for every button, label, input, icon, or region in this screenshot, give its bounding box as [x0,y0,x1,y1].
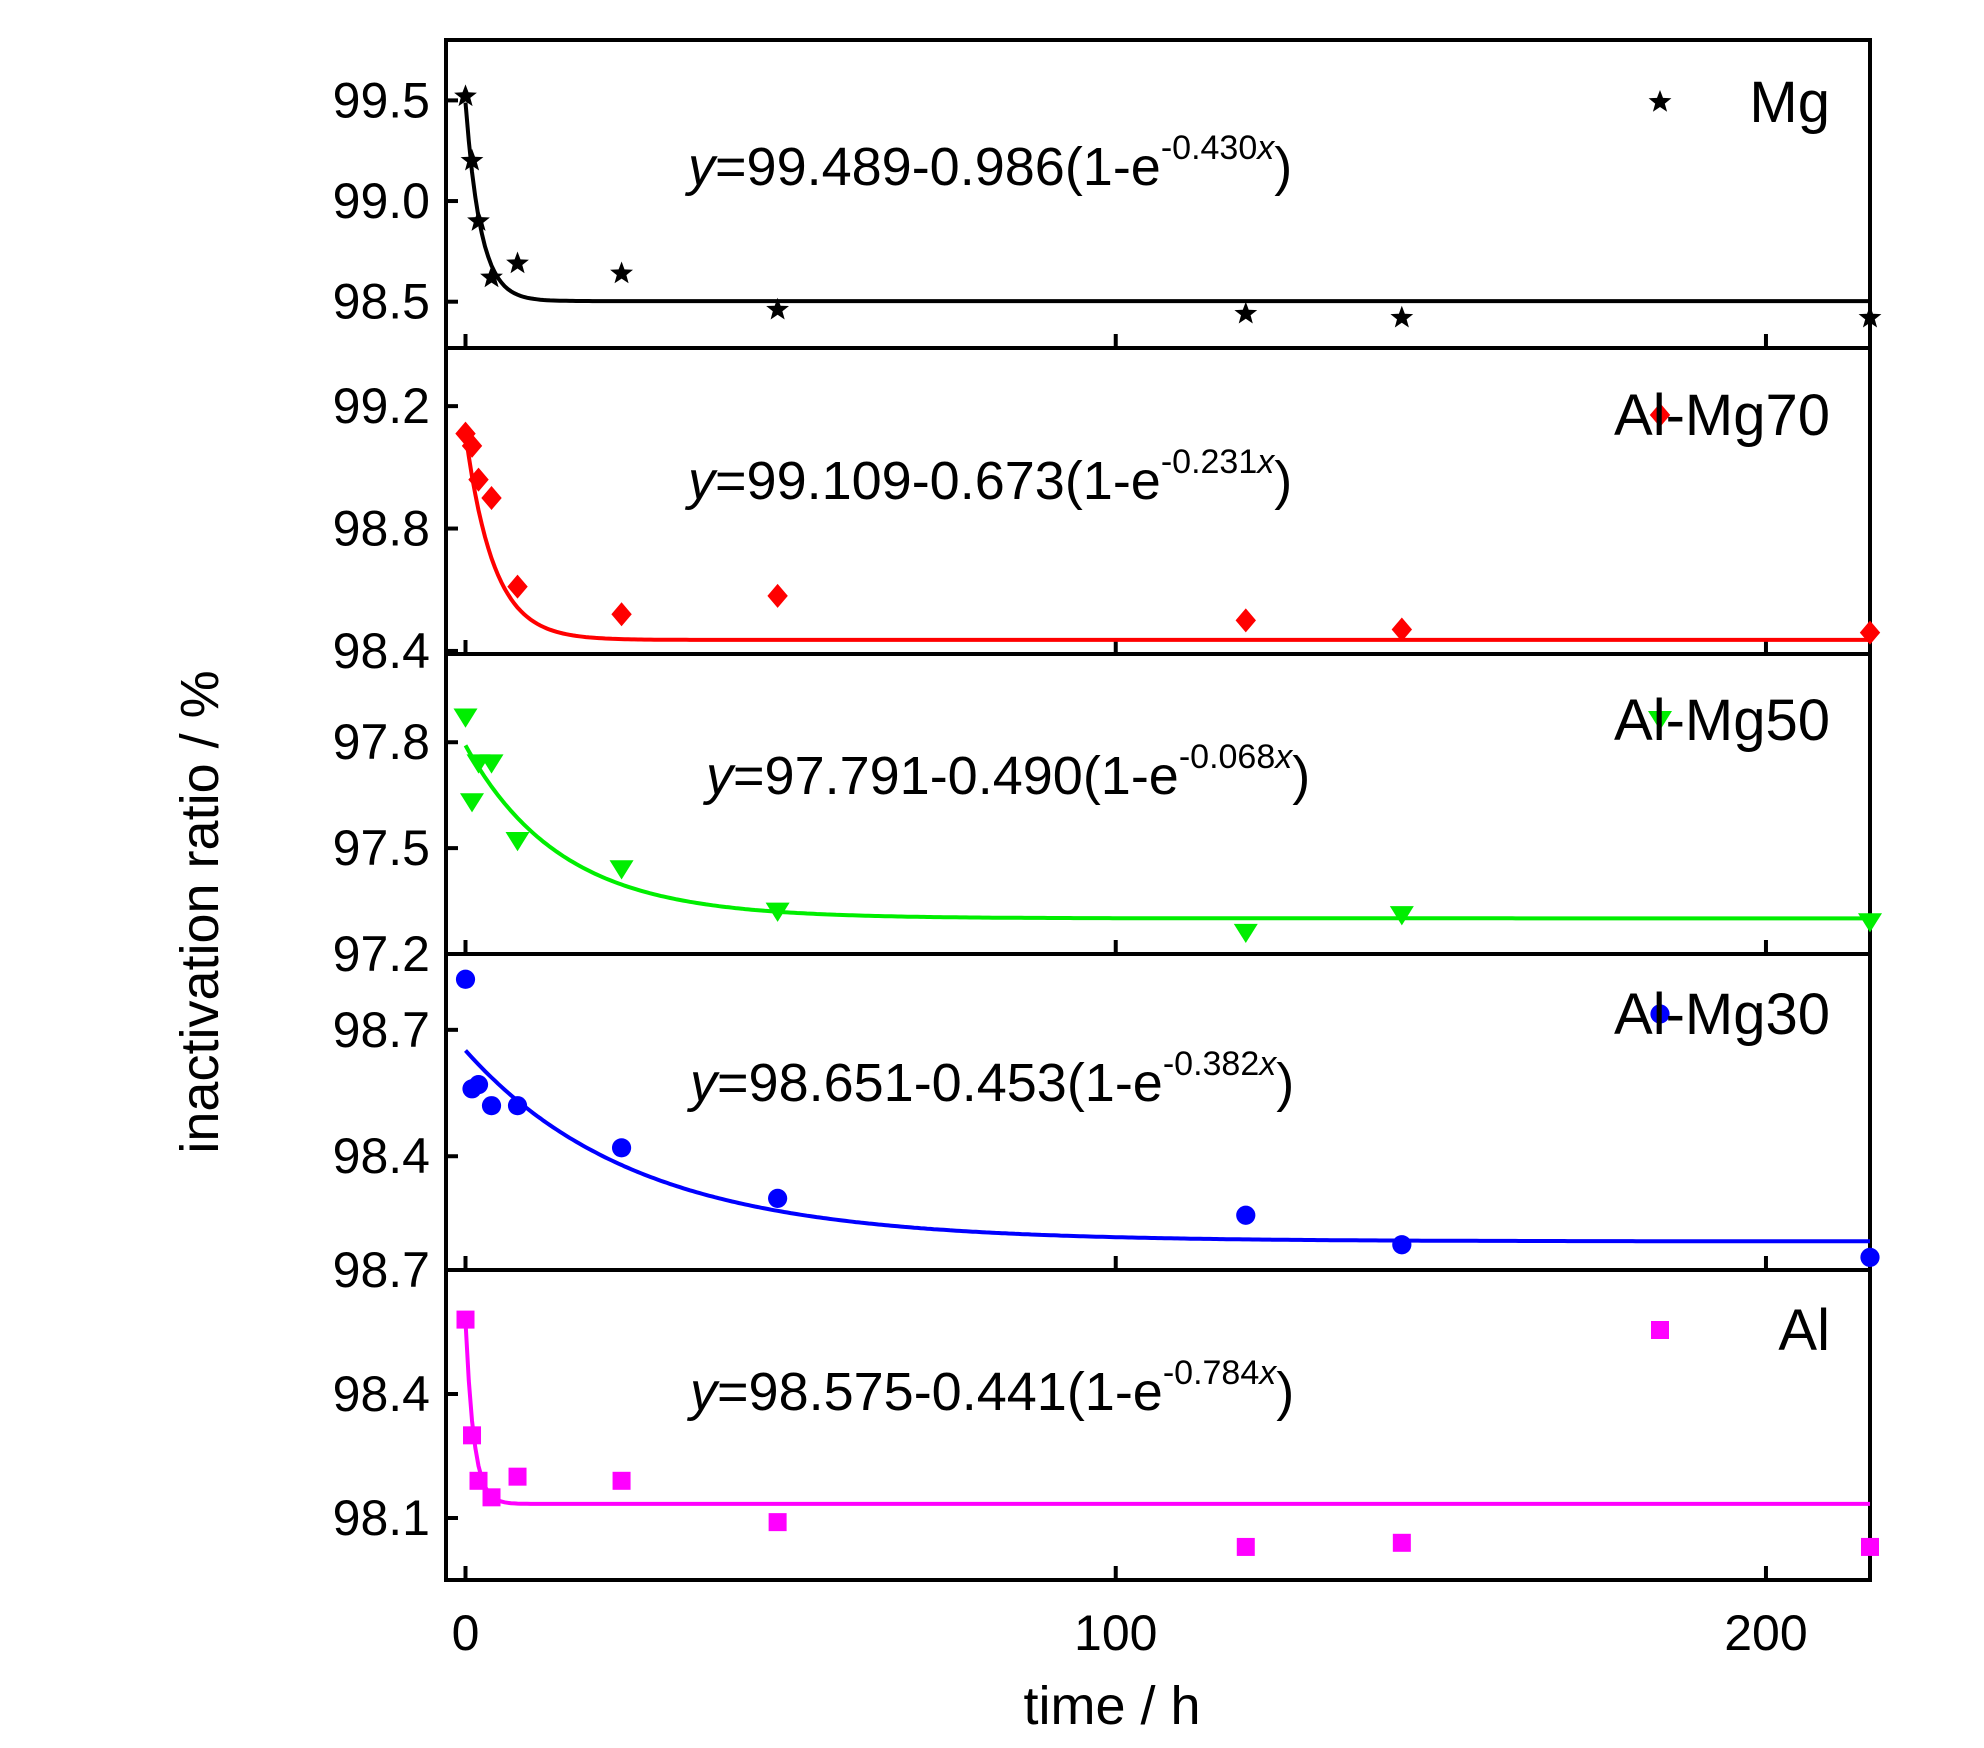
legend-marker [1648,90,1672,112]
data-point [463,1426,482,1445]
data-point [767,583,788,608]
panel-al-mg30: 98.7 98.4 98.7 Al-Mg30 y=98.651-0.453(1-e-0.… [333,952,1880,1298]
data-point [765,902,790,922]
data-point [461,433,483,458]
y-axis-label: inactivation ratio / % [170,670,230,1153]
fit-equation: y=98.651-0.453(1-e-0.382x) [686,1045,1294,1113]
data-point [505,832,530,852]
data-point [1392,1533,1411,1552]
data-point [1858,913,1882,933]
fit-curve [463,1321,1870,1506]
y-tick-label: 98.7 [333,1002,430,1058]
data-point [1858,305,1882,328]
legend-marker [1651,1321,1669,1339]
x-axis-label: time / h [1023,1676,1200,1736]
data-point [610,261,633,284]
legend-label: Al-Mg50 [1614,688,1830,753]
y-tick-label: 98.4 [333,623,430,679]
legend-marker [1649,403,1671,427]
data-point [1236,1537,1255,1556]
y-tick-label: 99.5 [333,72,430,128]
legend-label: Al-Mg30 [1614,982,1830,1047]
data-point [482,1488,501,1507]
data-point [455,969,476,989]
x-tick-label: 100 [1074,1605,1157,1661]
data-point [507,1096,528,1116]
data-point [481,485,502,510]
panel-frame [444,1268,1872,1582]
data-point [460,148,484,171]
data-point [1389,906,1414,926]
data-point [507,574,528,599]
panel-al-mg70: 99.2 98.8 98.4 Al-Mg70 y=99.109-0.673(1-e-0.… [333,346,1881,679]
data-point [481,1096,502,1116]
y-tick-label: 99.0 [333,173,430,229]
data-point [768,1513,787,1532]
panel-al: 98.4 98.1 Al y=98.575-0.441(1-e-0.784x) [333,1268,1879,1582]
fit-curve [463,433,1870,642]
data-point [768,1188,788,1208]
data-point [468,1075,489,1095]
y-tick-label: 99.2 [333,378,430,434]
data-point [467,209,490,231]
data-point [1235,608,1256,633]
data-point [453,708,478,728]
data-point [1392,1235,1412,1255]
data-point [480,265,503,288]
data-point [454,84,477,107]
x-tick-label: 0 [452,1605,480,1661]
fit-equation: y=99.109-0.673(1-e-0.231x) [684,443,1292,511]
data-point [1233,923,1258,944]
y-tick-label: 97.5 [333,820,430,876]
data-point [1390,305,1414,328]
x-tick-label: 200 [1724,1605,1807,1661]
y-tick-label: 97.8 [333,714,430,770]
fit-curve [463,744,1870,921]
fit-curve [464,1049,1870,1244]
legend-marker [1648,711,1672,731]
legend-label: Al-Mg70 [1614,383,1830,448]
panel-mg: 99.5 99.0 98.5 Mg y=99.489-0.986(1-e-0.430x) [333,38,1882,350]
fit-equation: y=99.489-0.986(1-e-0.430x) [684,129,1292,197]
y-tick-label: 98.8 [333,501,430,557]
data-point [1860,1247,1880,1267]
y-tick-label: 98.1 [333,1490,430,1546]
data-point [1859,620,1881,645]
data-point [456,1310,475,1329]
data-point [1391,617,1413,642]
y-tick-label: 98.7 [333,1242,430,1298]
y-tick-label: 98.4 [333,1128,430,1184]
panel-al-mg50: 97.8 97.5 97.2 Al-Mg50 y=97.791-0.490(1-e-0.… [333,652,1882,982]
data-point [1861,1537,1879,1556]
legend-label: Mg [1749,70,1830,135]
legend-label: Al [1778,1298,1830,1363]
data-point [460,793,485,813]
panels: 99.5 99.0 98.5 Mg y=99.489-0.986(1-e-0.430x)… [333,38,1882,1582]
data-point [611,1138,632,1158]
data-point [1234,301,1258,324]
data-point [479,754,504,774]
data-point [612,1471,631,1490]
fit-equation: y=98.575-0.441(1-e-0.784x) [686,1354,1294,1422]
y-tick-label: 97.2 [333,926,430,982]
data-point [506,251,529,274]
y-tick-label: 98.4 [333,1366,430,1422]
y-tick-label: 98.5 [333,274,430,330]
data-point [611,602,632,627]
data-point [766,297,789,320]
fit-curve [463,102,1870,304]
x-tick-labels: 0 100 200 [452,1605,1808,1661]
legend-marker [1650,1004,1670,1024]
data-point [609,860,634,880]
data-point [1236,1205,1256,1225]
data-point [508,1467,527,1486]
fit-equation: y=97.791-0.490(1-e-0.068x) [702,738,1310,806]
data-point [469,1471,488,1490]
data-point [468,467,489,492]
